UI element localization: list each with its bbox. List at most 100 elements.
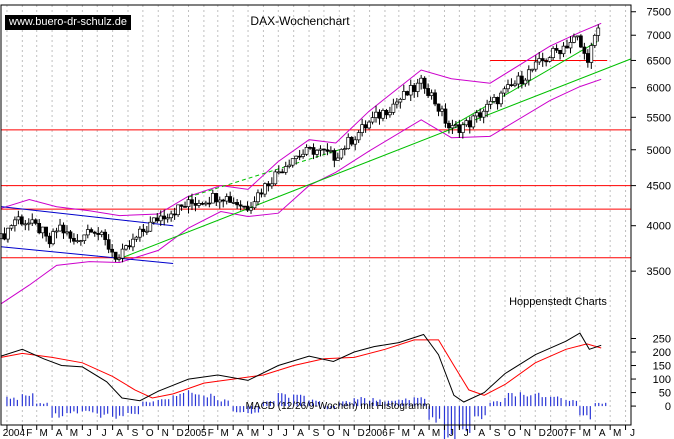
- candle-body: [506, 84, 510, 90]
- candle-body: [26, 222, 31, 225]
- x-tick-label: M: [583, 428, 591, 439]
- x-tick-label: S: [132, 428, 139, 439]
- candle-body: [558, 49, 562, 55]
- price-panel: [0, 22, 632, 305]
- candle-body: [381, 110, 385, 119]
- candle-body: [537, 58, 542, 63]
- grid-lines: [6, 5, 627, 425]
- candle-body: [568, 42, 573, 49]
- candle-body: [79, 240, 83, 242]
- candle-body: [440, 108, 444, 112]
- candle-body: [592, 35, 597, 46]
- candle-body: [533, 61, 538, 70]
- time-axis: 2004 F M A M J J A S O N D 2005 F M A M J J A S O N D 2006 F M A M J J…: [3, 425, 635, 439]
- y-tick-label: 6000: [647, 83, 671, 95]
- candle-body: [356, 132, 361, 141]
- price-axis: 3500 4000 4500 5000 5500 6000 6500 7000 7500: [631, 7, 671, 278]
- candle-body: [270, 183, 274, 187]
- candle-body: [561, 45, 566, 55]
- bollinger-bands: [0, 22, 602, 305]
- candle-body: [283, 166, 288, 173]
- candle-body: [162, 215, 167, 220]
- candle-body: [51, 231, 55, 245]
- candle-body: [186, 199, 191, 208]
- candle-body: [287, 164, 292, 167]
- credit-label: Hoppenstedt Charts: [509, 296, 607, 308]
- y-tick-label: 6500: [647, 55, 671, 67]
- candle-body: [263, 183, 267, 195]
- x-tick-label: S: [313, 428, 320, 439]
- candle-body: [16, 216, 21, 221]
- candle-body: [488, 101, 493, 105]
- candle-body: [103, 231, 108, 240]
- candle-body: [89, 229, 94, 233]
- candle-body: [9, 225, 14, 229]
- candle-body: [575, 35, 580, 38]
- candle-body: [363, 124, 368, 129]
- candle-body: [99, 231, 104, 235]
- candle-body: [214, 193, 219, 203]
- candle-body: [384, 110, 389, 116]
- x-tick-label: J: [268, 428, 273, 439]
- y-tick-label: 5500: [647, 112, 671, 124]
- candle-body: [370, 117, 375, 123]
- candle-body: [266, 183, 271, 187]
- candle-body: [141, 228, 146, 232]
- x-tick-label: F: [26, 428, 32, 439]
- candle-body: [190, 199, 194, 204]
- candle-body: [127, 245, 132, 248]
- candle-body: [520, 75, 524, 85]
- x-tick-label: D: [176, 428, 183, 439]
- candle-body: [395, 101, 399, 105]
- x-tick-label: O: [146, 428, 154, 439]
- candle-body: [235, 202, 239, 206]
- macd-y-tick-label: 250: [653, 334, 671, 346]
- candle-body: [429, 92, 434, 96]
- x-tick-label: O: [508, 428, 516, 439]
- candle-body: [443, 108, 448, 124]
- candle-body: [259, 192, 264, 195]
- candle-body: [65, 231, 69, 234]
- source-watermark: www.buero-dr-schulz.de: [5, 15, 131, 30]
- macd-panel: [0, 332, 607, 439]
- candle-body: [124, 245, 128, 250]
- candle-body: [297, 155, 302, 158]
- candle-body: [311, 147, 316, 155]
- y-tick-label: 7000: [647, 30, 671, 42]
- candle-body: [596, 27, 601, 36]
- x-tick-label: J: [87, 428, 92, 439]
- macd-y-tick-label: 100: [653, 374, 671, 386]
- candle-body: [360, 124, 364, 133]
- candle-body: [249, 207, 253, 211]
- candle-body: [398, 98, 403, 103]
- candle-body: [516, 75, 521, 85]
- macd-y-tick-label: 200: [653, 347, 671, 359]
- x-tick-label: A: [478, 428, 485, 439]
- candle-body: [495, 97, 500, 105]
- macd-line: [0, 332, 602, 403]
- candle-body: [193, 203, 198, 206]
- candle-body: [92, 231, 97, 234]
- candle-body: [183, 206, 187, 208]
- candle-body: [572, 36, 576, 43]
- candle-body: [401, 91, 406, 100]
- candle-body: [280, 171, 285, 174]
- x-tick-label: N: [524, 428, 531, 439]
- candle-body: [530, 68, 535, 71]
- candle-body: [447, 122, 451, 129]
- candle-body: [339, 148, 344, 159]
- y-tick-label: 5000: [647, 145, 671, 157]
- candle-body: [367, 121, 371, 129]
- candle-body: [318, 148, 323, 151]
- candle-body: [329, 150, 333, 152]
- plot-border: [0, 4, 632, 426]
- candle-body: [68, 231, 73, 239]
- candle-body: [565, 45, 569, 49]
- candle-body: [405, 91, 410, 96]
- candle-body: [242, 205, 246, 208]
- x-tick-label: O: [327, 428, 335, 439]
- x-tick-label: S: [494, 428, 501, 439]
- candle-body: [388, 112, 392, 116]
